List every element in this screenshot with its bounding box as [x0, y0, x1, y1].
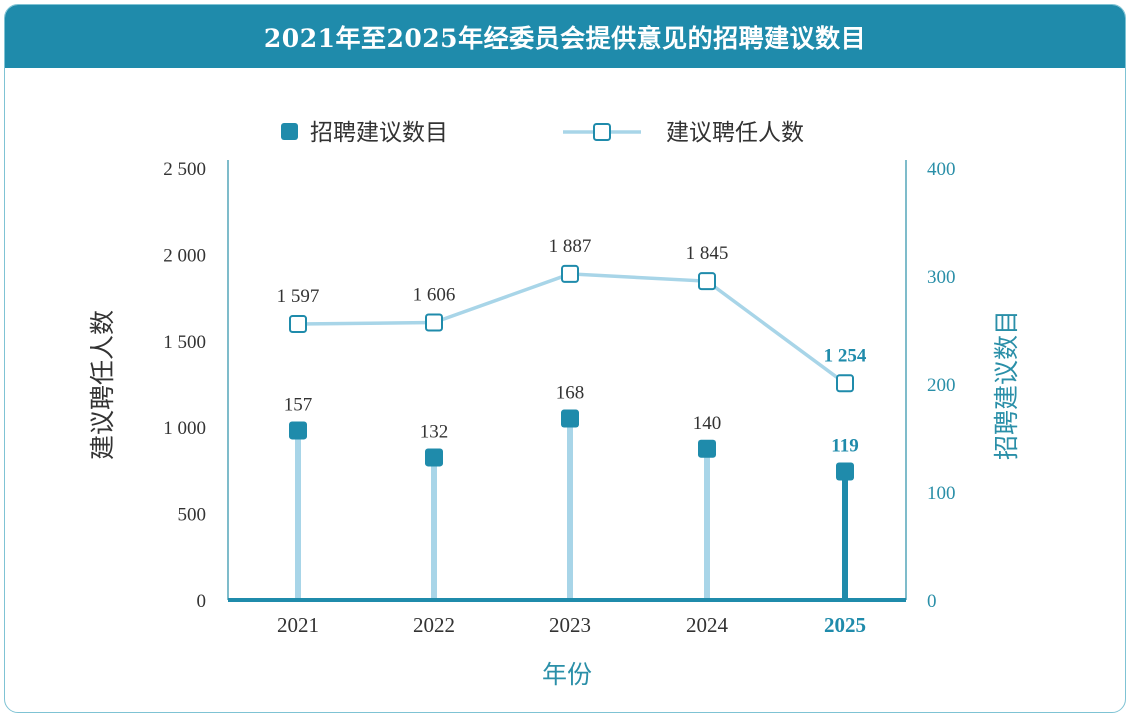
x-tick-label: 2023: [549, 613, 591, 637]
y-left-tick-label: 2 000: [163, 245, 206, 266]
line-data-label: 1 887: [549, 236, 592, 257]
line-series-path: [297, 272, 847, 385]
line-data-label: 1 254: [824, 345, 867, 366]
legend-line-marker: [593, 123, 611, 141]
y-right-tick-label: 300: [927, 267, 956, 288]
x-tick-label: 2022: [413, 613, 455, 637]
lollipop-marker: [836, 462, 854, 481]
legend-bar-marker: [281, 123, 298, 140]
lollipop-marker: [561, 409, 579, 428]
legend-bar-label: 招聘建议数目: [310, 120, 448, 146]
line-marker: [425, 313, 443, 332]
chart-title: 2021年至2025年经委员会提供意见的招聘建议数目: [263, 23, 867, 53]
bar-data-label: 157: [284, 394, 313, 415]
y-left-tick-label: 2 500: [163, 159, 206, 180]
line-marker: [836, 374, 854, 393]
chart-card: 2021年至2025年经委员会提供意见的招聘建议数目: [4, 4, 1126, 713]
lollipop-marker: [425, 448, 443, 467]
y-left-tick-label: 1 500: [163, 332, 206, 353]
line-marker: [698, 272, 716, 291]
x-tick-label: 2024: [686, 613, 729, 637]
y-right-tick-label: 0: [927, 591, 937, 612]
legend-line-label: 建议聘任人数: [666, 120, 804, 146]
title-bar: 2021年至2025年经委员会提供意见的招聘建议数目: [5, 5, 1125, 68]
y-left-axis-title: 建议聘任人数: [88, 310, 117, 460]
line-data-label: 1 845: [686, 243, 729, 264]
line-marker: [289, 315, 307, 334]
y-right-tick-label: 200: [927, 375, 956, 396]
line-marker: [561, 264, 579, 283]
y-left-tick-label: 1 000: [163, 418, 206, 439]
line-data-label: 1 597: [277, 286, 320, 307]
x-tick-label: 2025: [824, 613, 866, 637]
line-data-label: 1 606: [413, 284, 456, 305]
y-left-tick-label: 500: [178, 505, 207, 526]
bar-data-label: 119: [831, 435, 858, 456]
y-right-axis-title: 招聘建议数目: [992, 310, 1021, 460]
lollipop-marker: [698, 439, 716, 458]
x-tick-label: 2021: [277, 613, 319, 637]
y-right-tick-label: 100: [927, 483, 956, 504]
bar-data-label: 168: [556, 383, 585, 404]
y-right-tick-label: 400: [927, 159, 956, 180]
lollipop-marker: [289, 421, 307, 440]
x-axis-title: 年份: [542, 660, 592, 689]
bar-data-label: 132: [420, 421, 449, 442]
bar-data-label: 140: [693, 413, 722, 434]
y-left-tick-label: 0: [197, 591, 207, 612]
